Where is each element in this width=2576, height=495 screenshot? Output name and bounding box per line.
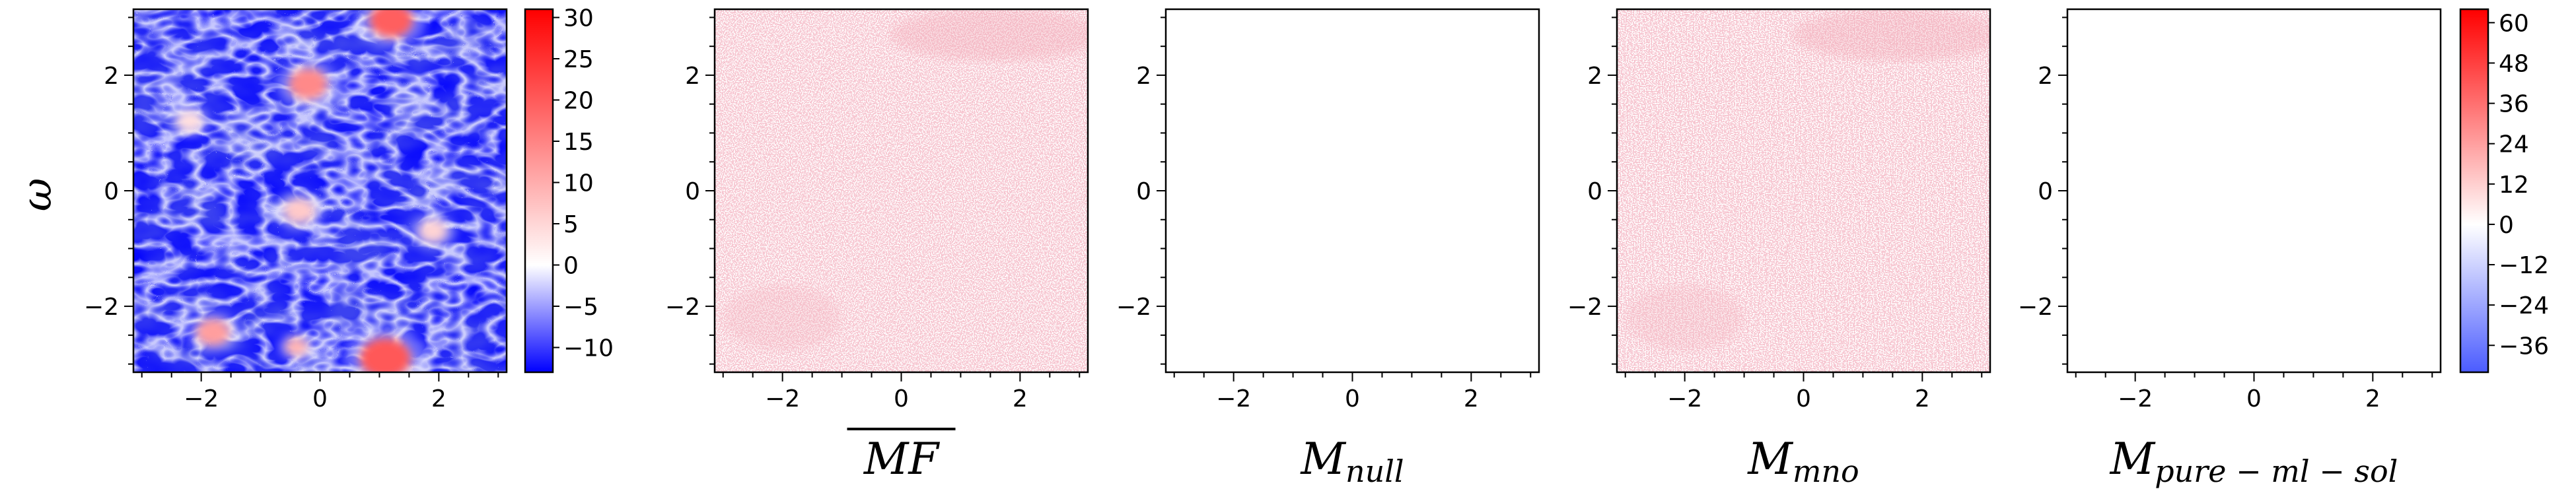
colorbar-gradient xyxy=(2460,9,2488,372)
vortex-halo xyxy=(273,191,325,230)
y-axis-label: ω xyxy=(13,178,61,212)
y-tick-label: 0 xyxy=(1587,178,1602,205)
vortex-halo xyxy=(168,105,211,137)
colorbar-tick-label: 0 xyxy=(563,253,579,280)
y-tick-label: 0 xyxy=(685,178,700,205)
x-axis-label-main: MF xyxy=(863,434,941,484)
colorbar-tick-label: 0 xyxy=(2499,212,2514,239)
x-tick-label: −2 xyxy=(1216,385,1251,412)
colorbar-tick-label: 24 xyxy=(2499,131,2529,158)
x-axis-label-subscript: mno xyxy=(1793,453,1859,489)
vortex-halo xyxy=(276,60,340,108)
x-tick-label: −2 xyxy=(184,385,219,412)
colorbar-tick-label: 25 xyxy=(563,46,594,73)
x-tick-label: 2 xyxy=(1013,385,1028,412)
error-hotspot xyxy=(1793,9,1990,61)
x-tick-label: −2 xyxy=(765,385,800,412)
x-tick-label: 0 xyxy=(312,385,328,412)
y-tick-label: −2 xyxy=(2018,294,2053,321)
vortex-halo xyxy=(343,326,428,372)
colorbar-gradient xyxy=(525,9,553,372)
x-tick-label: 0 xyxy=(1345,385,1360,412)
error-hotspot xyxy=(1625,284,1744,351)
heatmap-image xyxy=(1617,9,1990,372)
colorbar-tick-label: 60 xyxy=(2499,10,2529,37)
colorbar-tick-label: −24 xyxy=(2499,292,2549,319)
x-axis-label-main: M xyxy=(1300,434,1346,484)
colorbar-tick-label: −10 xyxy=(563,335,614,362)
x-tick-label: −2 xyxy=(2118,385,2153,412)
x-axis-label-main: M xyxy=(2110,434,2156,484)
y-tick-label: 0 xyxy=(104,178,119,205)
vortex-halo xyxy=(186,312,241,353)
x-axis-label: Mnull xyxy=(1300,434,1404,489)
heatmap-panel-5: −2 −2 0 0 2 2 Mpure − ml − sol xyxy=(2018,8,2442,489)
heatmap-panel-4: −2 −2 0 0 2 2 Mmno xyxy=(1567,8,1991,489)
colorbar-frame xyxy=(524,8,554,374)
x-tick-label: 2 xyxy=(1464,385,1479,412)
x-axis-label-main: M xyxy=(1747,434,1793,484)
colorbar-tick-label: 5 xyxy=(563,211,579,238)
vortex-halo xyxy=(410,213,456,249)
colorbar-tick-label: 48 xyxy=(2499,50,2529,77)
y-tick-label: 2 xyxy=(685,63,700,90)
x-axis-label-subscript: null xyxy=(1345,453,1404,489)
y-tick-label: −2 xyxy=(1116,294,1151,321)
vortex-cores xyxy=(168,9,456,372)
colorbar-tick-label: 36 xyxy=(2499,91,2529,118)
colorbar-1: 30 25 20 15 10 5 0 −5 −10 xyxy=(524,5,614,374)
x-tick-label: 2 xyxy=(2365,385,2380,412)
colorbar-tick-label: −12 xyxy=(2499,252,2549,279)
colorbar-frame xyxy=(2459,8,2489,374)
y-tick-label: 2 xyxy=(2038,63,2053,90)
colorbar-tick-label: 12 xyxy=(2499,172,2529,199)
colorbar-tick-label: 10 xyxy=(563,170,594,197)
x-axis-label: Mpure − ml − sol xyxy=(2110,434,2398,489)
heatmap-image xyxy=(715,9,1088,372)
x-axis-label-subscript: pure − ml − sol xyxy=(2155,453,2398,489)
heatmap-panel-3: −2 −2 0 0 2 2 Mnull xyxy=(1116,8,1540,489)
y-tick-label: 2 xyxy=(1587,63,1602,90)
heatmap-panel-1: −2 −2 0 0 2 2 xyxy=(84,8,508,412)
colorbar-tick-label: 30 xyxy=(563,5,594,32)
heatmap-image xyxy=(133,9,507,372)
y-tick-label: −2 xyxy=(665,294,700,321)
x-tick-label: 2 xyxy=(1915,385,1930,412)
error-hotspot xyxy=(890,9,1088,61)
colorbar-5: 60 48 36 24 12 0 −12 −24 −36 xyxy=(2459,8,2549,374)
y-tick-label: 0 xyxy=(1136,178,1151,205)
x-tick-label: 0 xyxy=(2246,385,2262,412)
plot-area xyxy=(1166,9,1539,372)
x-tick-label: 0 xyxy=(894,385,909,412)
colorbar-tick-label: 15 xyxy=(563,129,594,156)
x-axis-label: MF xyxy=(863,434,941,484)
y-tick-label: 2 xyxy=(104,63,119,90)
x-axis-label: Mmno xyxy=(1747,434,1859,489)
colorbar-tick-label: −5 xyxy=(563,294,598,321)
x-tick-label: −2 xyxy=(1667,385,1702,412)
y-tick-label: −2 xyxy=(84,294,119,321)
y-tick-label: −2 xyxy=(1567,294,1602,321)
colorbar-tick-label: 20 xyxy=(563,88,594,115)
y-tick-label: 2 xyxy=(1136,63,1151,90)
plot-area xyxy=(2067,9,2441,372)
x-tick-label: 2 xyxy=(431,385,447,412)
colorbar-tick-label: −36 xyxy=(2499,333,2549,360)
vortex-halo xyxy=(355,9,427,48)
heatmap-panel-2: −2 −2 0 0 2 2 MF xyxy=(665,8,1089,484)
y-tick-label: 0 xyxy=(2038,178,2053,205)
error-hotspot xyxy=(723,284,842,351)
vortex-halo xyxy=(277,332,316,361)
x-tick-label: 0 xyxy=(1796,385,1811,412)
